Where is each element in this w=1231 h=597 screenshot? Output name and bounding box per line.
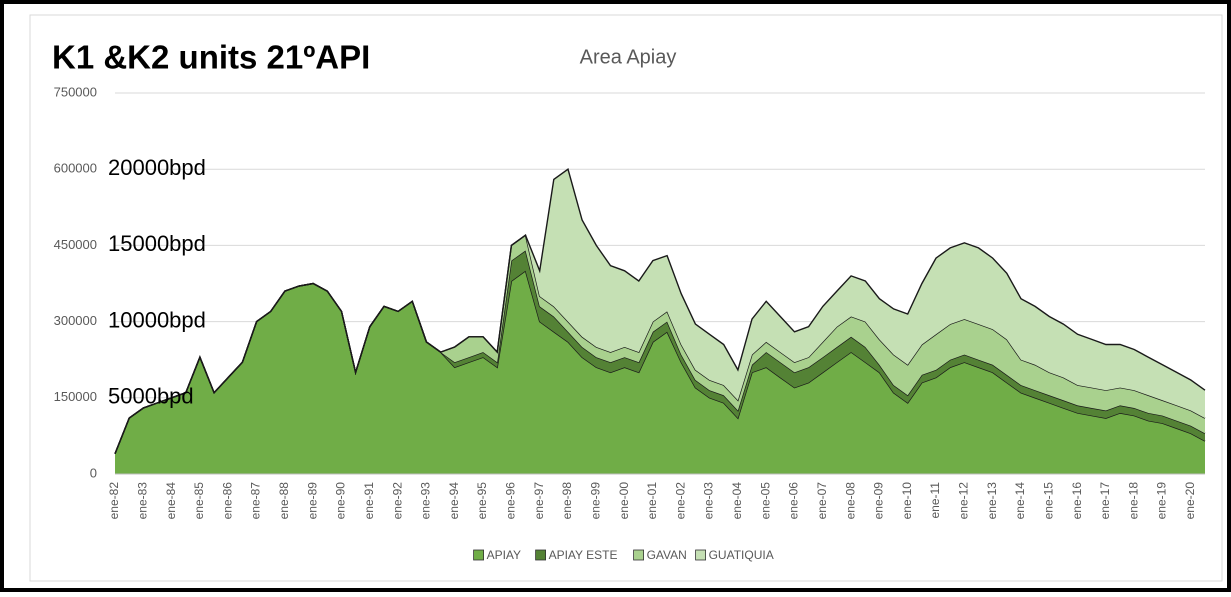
x-tick-label: ene-97 — [532, 482, 546, 520]
x-tick-label: ene-93 — [419, 482, 433, 520]
x-tick-label: ene-89 — [305, 482, 319, 520]
chart-title: K1 &K2 units 21ºAPI — [52, 39, 370, 76]
x-tick-label: ene-18 — [1126, 482, 1140, 520]
x-tick-label: ene-86 — [220, 482, 234, 520]
x-tick-label: ene-14 — [1013, 482, 1027, 520]
annotation: 10000bpd — [108, 307, 206, 332]
legend-label: GUATIQUIA — [709, 548, 774, 562]
area-outline — [114, 168, 1206, 454]
legend-label: APIAY — [487, 548, 521, 562]
y-tick-label: 600000 — [54, 161, 97, 176]
x-tick-label: ene-00 — [617, 482, 631, 520]
x-tick-label: ene-02 — [673, 482, 687, 520]
x-tick-label: ene-08 — [843, 482, 857, 520]
annotation: 20000bpd — [108, 155, 206, 180]
x-tick-label: ene-90 — [334, 482, 348, 520]
y-tick-label: 450000 — [54, 237, 97, 252]
y-tick-label: 750000 — [54, 84, 97, 99]
y-tick-label: 0 — [90, 465, 97, 480]
x-tick-label: ene-10 — [900, 482, 914, 520]
x-tick-label: ene-91 — [362, 482, 376, 520]
x-tick-label: ene-19 — [1155, 482, 1169, 520]
legend-swatch — [633, 549, 644, 561]
x-tick-label: ene-13 — [985, 482, 999, 520]
x-tick-label: ene-94 — [447, 482, 461, 520]
x-tick-label: ene-07 — [815, 482, 829, 520]
x-tick-label: ene-83 — [135, 482, 149, 520]
x-tick-label: ene-17 — [1098, 482, 1112, 520]
x-tick-label: ene-98 — [560, 482, 574, 520]
legend-label: GAVAN — [647, 548, 687, 562]
area — [115, 235, 1205, 454]
x-tick-label: ene-84 — [164, 482, 178, 520]
annotation: 15000bpd — [108, 231, 206, 256]
area — [115, 169, 1205, 454]
chart-subtitle: Area Apiay — [580, 46, 677, 68]
x-tick-label: ene-82 — [107, 482, 121, 520]
x-tick-label: ene-87 — [249, 482, 263, 520]
x-tick-label: ene-88 — [277, 482, 291, 520]
x-tick-label: ene-96 — [504, 482, 518, 520]
x-tick-label: ene-03 — [702, 482, 716, 520]
x-tick-label: ene-12 — [957, 482, 971, 520]
y-tick-label: 300000 — [54, 313, 97, 328]
x-tick-label: ene-06 — [787, 482, 801, 520]
x-tick-label: ene-11 — [928, 482, 942, 519]
x-tick-label: ene-05 — [758, 482, 772, 520]
annotation: 5000bpd — [108, 384, 194, 409]
x-tick-label: ene-16 — [1070, 482, 1084, 520]
x-tick-label: ene-95 — [475, 482, 489, 520]
x-tick-label: ene-99 — [588, 482, 602, 520]
x-tick-label: ene-20 — [1183, 482, 1197, 520]
x-tick-label: ene-09 — [872, 482, 886, 520]
x-tick-label: ene-85 — [192, 482, 206, 520]
legend-label: APIAY ESTE — [549, 548, 618, 562]
legend-swatch — [473, 549, 485, 561]
y-tick-label: 150000 — [54, 389, 97, 404]
x-tick-label: ene-15 — [1041, 482, 1055, 520]
legend-swatch — [695, 549, 706, 561]
x-tick-label: ene-04 — [730, 482, 744, 520]
legend-swatch — [535, 549, 546, 561]
x-tick-label: ene-92 — [390, 482, 404, 520]
area — [115, 270, 1205, 474]
x-tick-label: ene-01 — [645, 482, 659, 520]
